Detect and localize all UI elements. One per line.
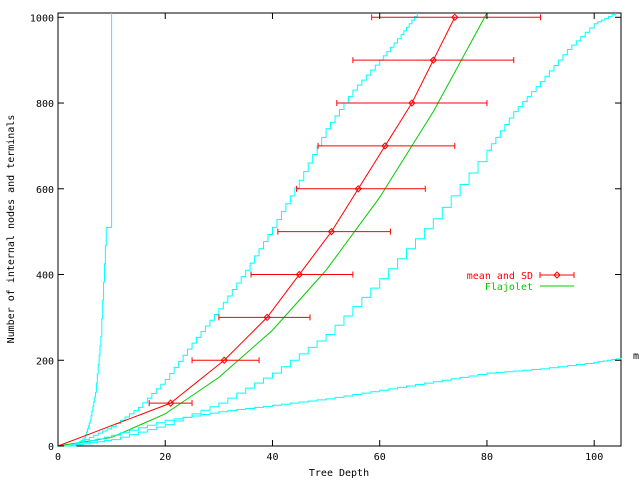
y-tick-label: 200 <box>36 356 54 367</box>
mean-point <box>451 13 459 21</box>
x-axis-label: Tree Depth <box>309 468 369 479</box>
x-tick-label: 20 <box>159 452 171 463</box>
legend-marker <box>553 271 561 279</box>
legend-label: Flajolet <box>485 282 533 293</box>
mean-point <box>354 185 362 193</box>
mean-point <box>429 56 438 64</box>
error-bars <box>57 13 542 447</box>
mean-point <box>295 270 303 279</box>
legend-label: mean and SD <box>467 271 533 282</box>
y-tick-label: 1000 <box>30 13 54 24</box>
bound-step-line <box>58 13 113 447</box>
x-tick-label: 80 <box>481 452 493 463</box>
y-tick-label: 0 <box>48 442 54 453</box>
y-tick-label: 800 <box>36 99 54 110</box>
y-axis-label: Number of internal nodes and terminals <box>6 115 17 344</box>
plot-frame <box>57 12 622 447</box>
x-tick-label: 60 <box>374 452 386 463</box>
mean-point <box>166 399 175 407</box>
x-tick-label: 100 <box>585 452 603 463</box>
bound-step-line <box>58 358 622 447</box>
y-tick-label: 400 <box>36 271 54 282</box>
bound-step-line <box>58 13 617 447</box>
mean-point <box>327 227 336 236</box>
mean-point <box>408 99 416 107</box>
flajolet-line <box>57 12 488 447</box>
x-axis-ticks: 0 20 40 60 80 100 <box>55 13 603 463</box>
x-tick-label: 0 <box>55 452 61 463</box>
mean-point <box>381 142 389 150</box>
y-tick-label: 600 <box>36 185 54 196</box>
series-curves <box>57 12 622 447</box>
y-axis-ticks: 0 200 400 600 800 1000 <box>30 13 621 453</box>
mean-line <box>57 17 456 447</box>
mean-point <box>263 313 271 322</box>
mean-point <box>220 356 228 364</box>
x-tick-label: 40 <box>266 452 278 463</box>
right-edge-label: m <box>633 351 639 362</box>
bound-step-line <box>58 13 418 447</box>
